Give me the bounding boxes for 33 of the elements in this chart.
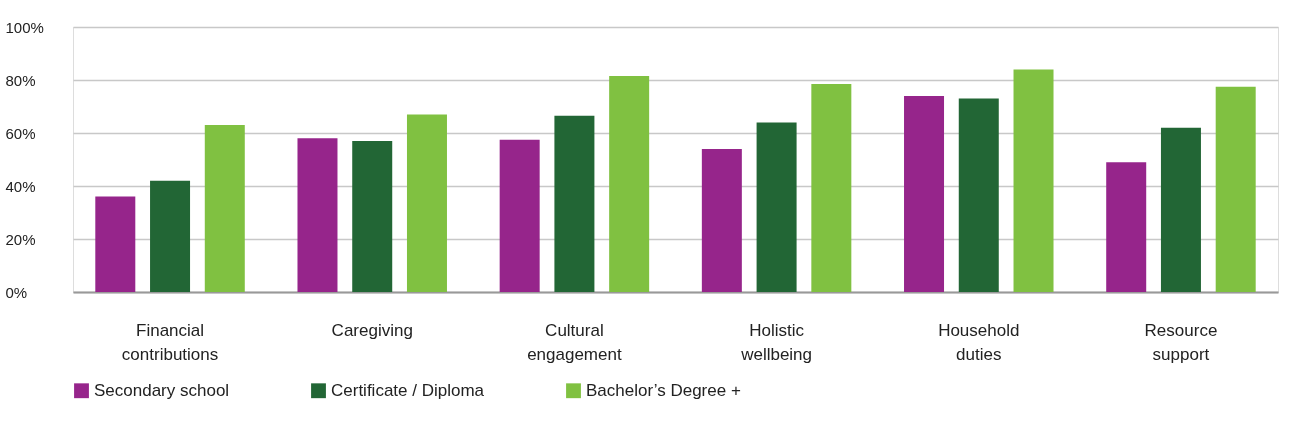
x-tick-label: Caregiving	[331, 320, 413, 340]
bar	[609, 76, 650, 292]
y-tick-label: 0%	[5, 283, 28, 301]
legend-label: Secondary school	[94, 380, 230, 400]
bar	[95, 196, 136, 292]
bar	[1013, 69, 1054, 292]
y-tick-label: 100%	[5, 18, 44, 36]
x-tick-label: Financial contributions	[121, 320, 219, 364]
bar	[958, 98, 999, 292]
legend-label: Bachelor’s Degree +	[586, 380, 741, 400]
y-tick-label: 60%	[5, 124, 36, 142]
bar	[701, 148, 742, 292]
bar	[904, 95, 945, 292]
bar	[352, 140, 393, 292]
x-tick-label: Cultural engagement	[527, 320, 622, 364]
bar	[1160, 127, 1201, 292]
bar	[499, 139, 540, 292]
y-tick-label: 40%	[5, 177, 36, 195]
bar	[150, 180, 191, 292]
y-tick-label: 20%	[5, 230, 36, 248]
bar	[204, 125, 245, 292]
y-tick-label: 80%	[5, 71, 36, 89]
bar	[1106, 162, 1147, 292]
x-tick-label: Resource support	[1144, 320, 1218, 364]
bar	[756, 122, 797, 292]
bar	[406, 114, 447, 292]
bar	[811, 83, 852, 292]
x-tick-label: Holistic wellbeing	[740, 320, 813, 364]
legend-label: Certificate / Diploma	[331, 380, 485, 400]
bar	[554, 115, 595, 292]
bar	[1215, 86, 1256, 292]
x-tick-label: Household duties	[938, 320, 1020, 364]
bar	[297, 138, 338, 292]
